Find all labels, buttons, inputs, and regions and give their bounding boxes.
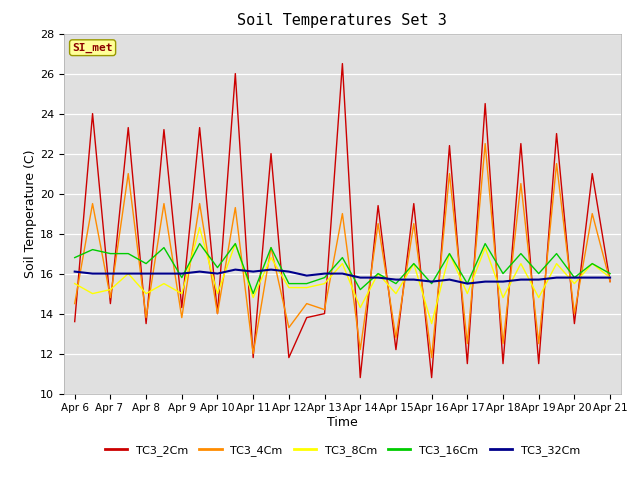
X-axis label: Time: Time [327, 416, 358, 429]
Text: SI_met: SI_met [72, 43, 113, 53]
Legend: TC3_2Cm, TC3_4Cm, TC3_8Cm, TC3_16Cm, TC3_32Cm: TC3_2Cm, TC3_4Cm, TC3_8Cm, TC3_16Cm, TC3… [100, 440, 584, 460]
Y-axis label: Soil Temperature (C): Soil Temperature (C) [24, 149, 37, 278]
Title: Soil Temperatures Set 3: Soil Temperatures Set 3 [237, 13, 447, 28]
